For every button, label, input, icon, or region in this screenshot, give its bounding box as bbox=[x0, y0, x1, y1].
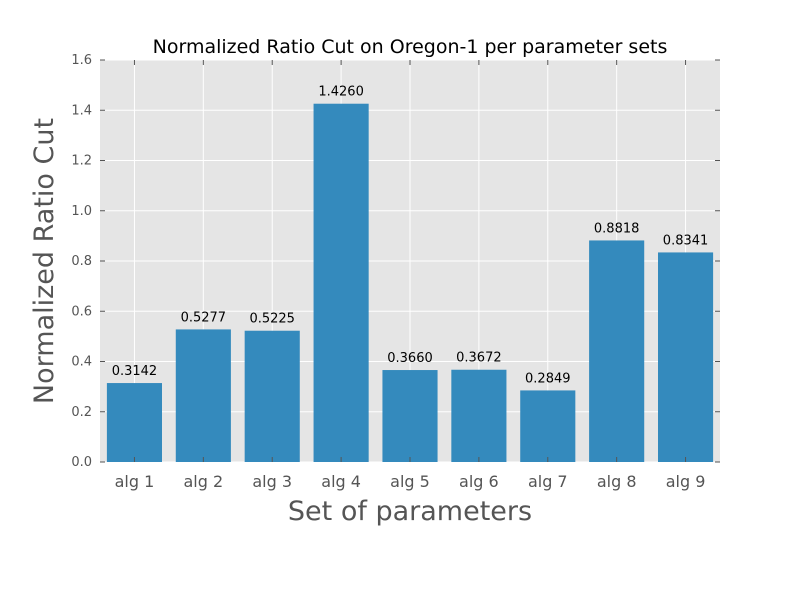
x-tick-label: alg 1 bbox=[115, 472, 155, 491]
x-tick-label: alg 9 bbox=[666, 472, 706, 491]
y-tick-label: 0.4 bbox=[71, 355, 92, 370]
bar-value-label: 1.4260 bbox=[318, 85, 364, 100]
bar-value-label: 0.3672 bbox=[456, 351, 502, 366]
bar bbox=[244, 330, 300, 462]
chart-title: Normalized Ratio Cut on Oregon-1 per par… bbox=[153, 36, 668, 58]
bar-value-label: 0.2849 bbox=[525, 371, 571, 386]
x-tick-label: alg 8 bbox=[597, 472, 637, 491]
bar bbox=[382, 370, 438, 462]
bar bbox=[520, 390, 576, 462]
bar bbox=[175, 329, 231, 462]
data-labels: 0.3142 0.5277 0.5225 1.4260 0.3660 0.3672 0.28… bbox=[112, 85, 709, 387]
x-tick-label: alg 5 bbox=[390, 472, 430, 491]
bar bbox=[658, 252, 714, 462]
x-tick-label: alg 4 bbox=[321, 472, 361, 491]
x-axis-label: Set of parameters bbox=[288, 496, 532, 527]
y-tick-label: 1.0 bbox=[71, 204, 92, 219]
x-tick-label: alg 3 bbox=[252, 472, 292, 491]
y-tick-label: 0.0 bbox=[71, 455, 92, 470]
x-tick-label: alg 6 bbox=[459, 472, 499, 491]
bar bbox=[451, 369, 507, 462]
x-tick-label: alg 7 bbox=[528, 472, 568, 491]
bar-value-label: 0.8341 bbox=[663, 233, 709, 248]
bar-value-label: 0.3660 bbox=[387, 351, 433, 366]
bar-value-label: 0.3142 bbox=[112, 364, 158, 379]
y-tick-label: 0.8 bbox=[71, 254, 92, 269]
bar bbox=[106, 383, 162, 462]
bars bbox=[106, 103, 714, 462]
y-tick-label: 1.2 bbox=[71, 154, 92, 169]
y-tick-label: 1.6 bbox=[71, 53, 92, 68]
bar bbox=[589, 240, 645, 462]
y-tick-label: 0.6 bbox=[71, 304, 92, 319]
x-tick-label: alg 2 bbox=[183, 472, 223, 491]
axes: 0.0 0.2 0.4 0.6 0.8 1.0 1.2 1.4 1.6 alg 1 alg 2 alg… bbox=[71, 53, 720, 491]
bar-value-label: 0.8818 bbox=[594, 221, 640, 236]
y-tick-label: 0.2 bbox=[71, 405, 92, 420]
bar bbox=[313, 103, 369, 462]
bar-value-label: 0.5277 bbox=[181, 310, 227, 325]
bar-value-label: 0.5225 bbox=[249, 312, 295, 327]
y-tick-label: 1.4 bbox=[71, 103, 92, 118]
y-axis-label: Normalized Ratio Cut bbox=[29, 118, 60, 404]
